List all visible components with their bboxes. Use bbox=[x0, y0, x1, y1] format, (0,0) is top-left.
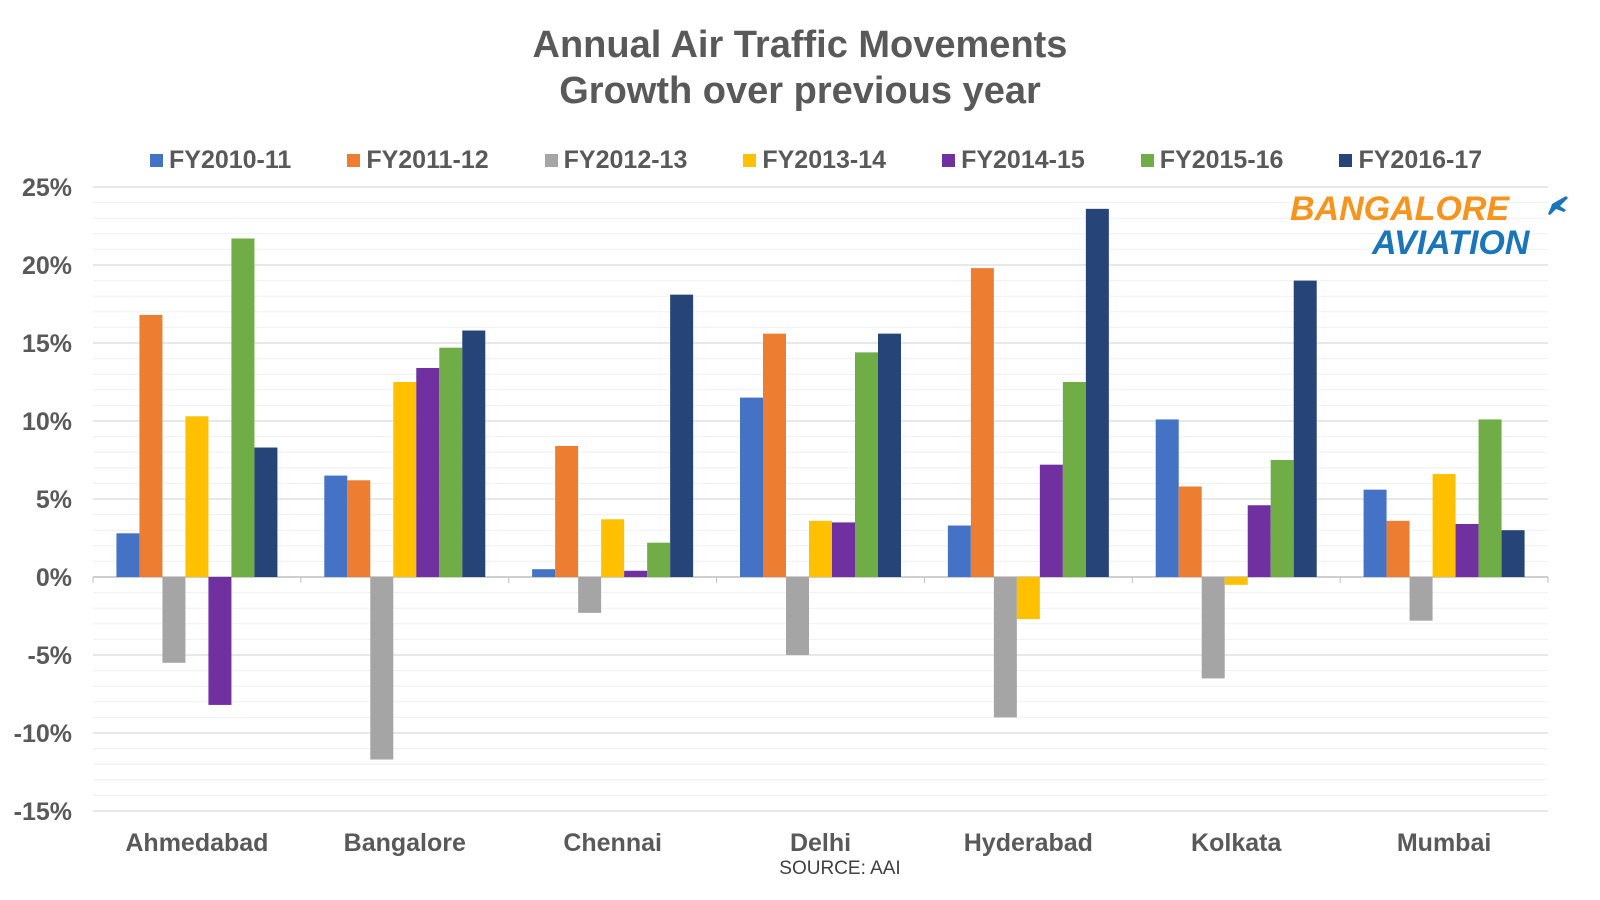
y-tick-label: 5% bbox=[36, 486, 72, 514]
legend-label: FY2014-15 bbox=[961, 146, 1085, 174]
bar bbox=[786, 577, 809, 655]
y-tick-label: -15% bbox=[14, 798, 72, 826]
legend-item: FY2011-12 bbox=[347, 146, 489, 175]
bar bbox=[624, 570, 648, 577]
bar bbox=[532, 569, 556, 577]
legend-item: FY2014-15 bbox=[942, 146, 1085, 175]
x-tick-label: Kolkata bbox=[1191, 829, 1282, 857]
legend-swatch bbox=[743, 154, 757, 167]
bar bbox=[1062, 382, 1086, 577]
legend-swatch bbox=[1339, 154, 1353, 167]
bar bbox=[208, 577, 232, 705]
bar bbox=[993, 577, 1017, 718]
chart-title: Annual Air Traffic Movements Growth over… bbox=[0, 22, 1600, 114]
bar bbox=[647, 542, 671, 577]
bar bbox=[970, 268, 994, 577]
bar bbox=[1432, 474, 1456, 577]
x-tick-label: Delhi bbox=[790, 829, 851, 857]
bar bbox=[809, 520, 832, 577]
bangalore-aviation-logo: BANGALORE AVIATION bbox=[1290, 190, 1580, 262]
bar bbox=[763, 333, 786, 577]
bar bbox=[1201, 577, 1225, 679]
bar bbox=[462, 330, 486, 577]
x-tick-label: Bangalore bbox=[344, 829, 466, 857]
bar bbox=[1155, 419, 1179, 577]
chart-title-line-2: Growth over previous year bbox=[559, 70, 1041, 112]
bar bbox=[670, 294, 694, 577]
legend-label: FY2010-11 bbox=[169, 146, 292, 174]
legend-swatch bbox=[942, 154, 956, 167]
legend-item: FY2013-14 bbox=[743, 146, 886, 175]
bar bbox=[1085, 208, 1109, 577]
legend-item: FY2016-17 bbox=[1339, 146, 1482, 175]
legend-label: FY2016-17 bbox=[1358, 146, 1483, 174]
bar bbox=[162, 577, 186, 663]
x-tick-label: Ahmedabad bbox=[125, 829, 268, 857]
legend-swatch bbox=[1140, 154, 1154, 167]
bar bbox=[1247, 505, 1271, 577]
y-tick-label: 0% bbox=[36, 564, 72, 592]
bar bbox=[1270, 460, 1294, 577]
bar bbox=[370, 577, 394, 760]
bar bbox=[1455, 523, 1479, 577]
bar bbox=[393, 382, 417, 577]
y-tick-label: -10% bbox=[14, 720, 72, 748]
bar bbox=[947, 525, 971, 577]
legend-label: FY2013-14 bbox=[762, 146, 887, 174]
bar bbox=[1363, 489, 1387, 577]
bar bbox=[1478, 419, 1502, 577]
y-tick-label: -5% bbox=[28, 642, 72, 670]
bar bbox=[324, 475, 348, 577]
y-tick-label: 10% bbox=[22, 408, 72, 436]
bar bbox=[740, 397, 763, 577]
bar bbox=[231, 238, 255, 578]
bar bbox=[439, 347, 463, 577]
legend-swatch bbox=[347, 154, 361, 167]
y-tick-label: 20% bbox=[22, 252, 72, 280]
bar bbox=[1386, 520, 1410, 577]
svg-text:AVIATION: AVIATION bbox=[1371, 224, 1531, 260]
bar bbox=[601, 519, 625, 577]
chart-legend: FY2010-11 FY2011-12 FY2012-13 FY2013-14 FY20… bbox=[150, 146, 1538, 175]
bar bbox=[878, 333, 901, 577]
bar bbox=[1016, 577, 1040, 620]
bar bbox=[139, 314, 163, 577]
bar bbox=[185, 416, 209, 577]
bar bbox=[578, 577, 602, 613]
bar bbox=[832, 522, 855, 577]
bar bbox=[1293, 280, 1317, 577]
y-tick-label: 15% bbox=[22, 330, 72, 358]
x-tick-label: Hyderabad bbox=[964, 829, 1093, 857]
bar bbox=[555, 445, 579, 577]
legend-item: FY2010-11 bbox=[150, 146, 291, 175]
bar bbox=[1409, 577, 1433, 621]
bar bbox=[416, 367, 440, 577]
chart-title-line-1: Annual Air Traffic Movements bbox=[532, 24, 1068, 66]
y-tick-label: 25% bbox=[22, 174, 72, 202]
legend-label: FY2012-13 bbox=[563, 146, 688, 174]
legend-swatch bbox=[544, 154, 558, 167]
bar bbox=[1501, 530, 1525, 577]
bar bbox=[1224, 577, 1248, 585]
bar bbox=[254, 447, 278, 577]
bar bbox=[1178, 486, 1202, 577]
legend-label: FY2011-12 bbox=[366, 146, 489, 174]
x-tick-label: Mumbai bbox=[1397, 829, 1491, 857]
svg-text:BANGALORE: BANGALORE bbox=[1290, 190, 1510, 228]
legend-swatch bbox=[150, 154, 163, 167]
bar bbox=[347, 480, 371, 577]
bar bbox=[1039, 464, 1063, 577]
bar bbox=[116, 533, 140, 577]
legend-label: FY2015-16 bbox=[1159, 146, 1284, 174]
source-note: SOURCE: AAI bbox=[779, 858, 901, 879]
legend-item: FY2015-16 bbox=[1140, 146, 1284, 175]
legend-item: FY2012-13 bbox=[544, 146, 688, 175]
x-tick-label: Chennai bbox=[563, 829, 662, 857]
bar bbox=[855, 352, 878, 577]
